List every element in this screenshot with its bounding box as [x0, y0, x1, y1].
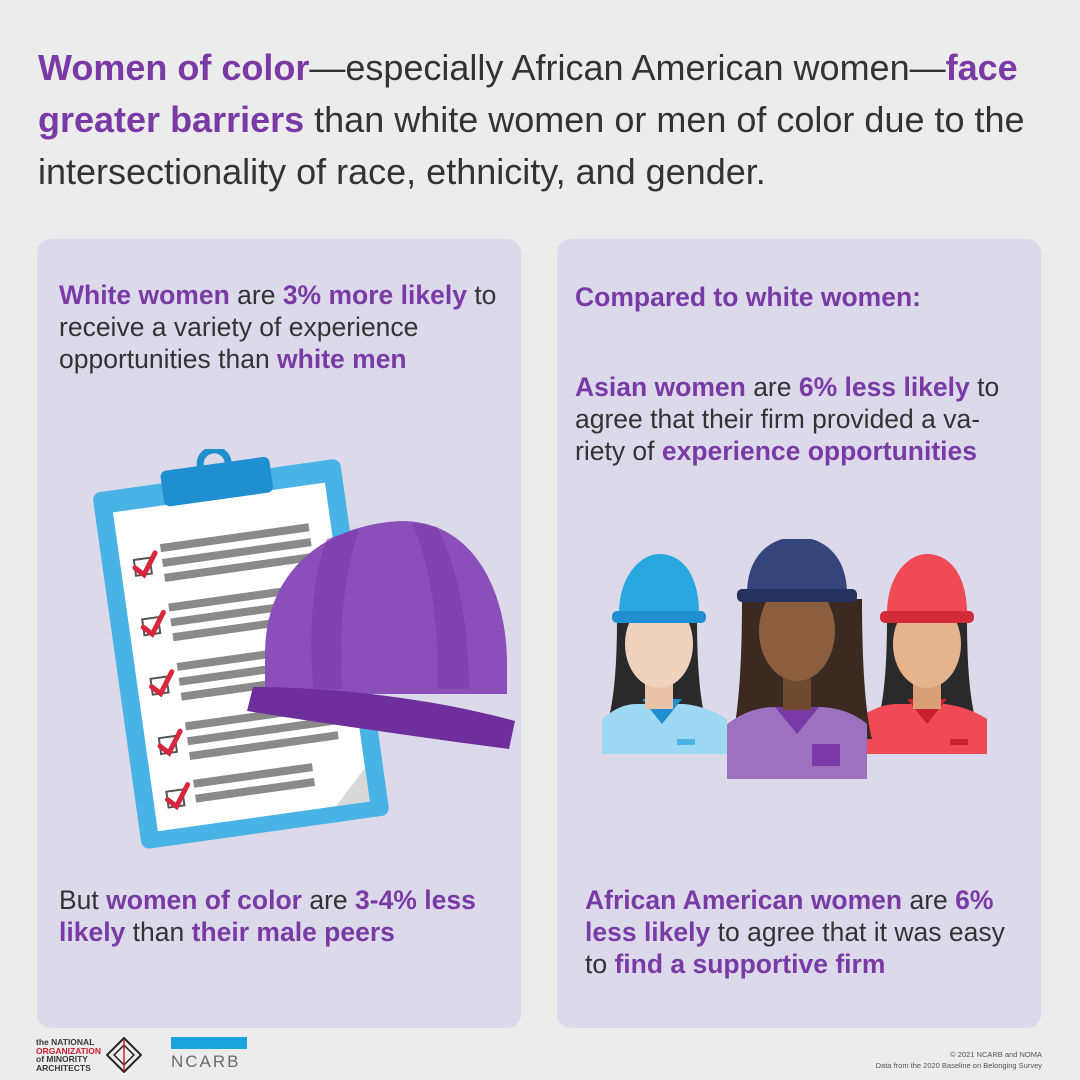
stat-emphasis: 6% less likely — [798, 372, 970, 402]
noma-line: of MINORITY — [36, 1054, 88, 1064]
stat-emphasis: African American women — [585, 885, 903, 915]
stat-emphasis: 6% less likely — [585, 885, 994, 947]
headline-emphasis: Women of color — [38, 47, 310, 88]
stat-emphasis: find a supportive firm — [614, 949, 886, 979]
stat-text: But — [59, 885, 107, 915]
women-workers-icon — [602, 539, 987, 779]
stat-text: are — [229, 280, 283, 310]
stat-text: to receive a variety of experience oppor… — [59, 280, 497, 374]
stat-text: are — [301, 885, 355, 915]
comparison-heading: Compared to white women: — [575, 282, 921, 312]
footer-credits: © 2021 NCARB and NOMA Data from the 2020… — [876, 1049, 1042, 1071]
ncarb-wordmark: NCARB — [171, 1052, 241, 1071]
asian-women-stat: Asian women are 6% less likely to agree … — [575, 371, 1025, 467]
headline-text: —especially African American women— — [309, 47, 946, 88]
noma-line: ARCHITECTS — [36, 1062, 91, 1073]
stat-emphasis: 3% more likely — [282, 280, 467, 310]
copyright-text: © 2021 NCARB and NOMA — [950, 1050, 1042, 1059]
stat-emphasis: experience opportunities — [661, 436, 978, 466]
noma-line: the NATIONAL — [36, 1037, 95, 1047]
stat-text: to agree that it was easy to — [585, 917, 1005, 979]
source-text: Data from the 2020 Baseline on Belonging… — [875, 1061, 1042, 1070]
stat-emphasis: White women — [59, 280, 230, 310]
headline-text: than white women or men of color due to … — [38, 99, 1025, 192]
right-panel: Compared to white women: Asian women are… — [557, 239, 1041, 1028]
women-of-color-stat: But women of color are 3-4% less likely … — [59, 884, 509, 948]
ncarb-logo: NCARB — [171, 1037, 247, 1071]
stat-text: to agree that their firm provided a va-r… — [575, 372, 1000, 466]
noma-wordmark: the NATIONAL ORGANIZATION of MINORITY AR… — [36, 1038, 101, 1072]
noma-logo: the NATIONAL ORGANIZATION of MINORITY AR… — [36, 1036, 166, 1074]
stat-text: are — [745, 372, 799, 402]
headline-emphasis: face greater barriers — [38, 47, 1018, 140]
left-panel: White women are 3% more likely to receiv… — [37, 239, 521, 1028]
stat-emphasis: their male peers — [191, 917, 395, 947]
noma-line: ORGANIZATION — [36, 1045, 102, 1056]
white-women-stat: White women are 3% more likely to receiv… — [59, 279, 509, 375]
clipboard-checklist-icon — [93, 449, 515, 849]
stat-emphasis: white men — [277, 344, 407, 374]
stat-text: are — [902, 885, 956, 915]
ncarb-bar — [171, 1037, 247, 1049]
headline: Women of color—especially African Americ… — [38, 42, 1048, 198]
african-american-women-stat: African American women are 6% less likel… — [585, 884, 1025, 980]
stat-emphasis: Asian women — [575, 372, 746, 402]
stat-emphasis: 3-4% less likely — [59, 885, 476, 947]
stat-text: than — [125, 917, 192, 947]
stat-emphasis: women of color — [106, 885, 302, 915]
noma-logo-icon — [106, 1037, 142, 1073]
